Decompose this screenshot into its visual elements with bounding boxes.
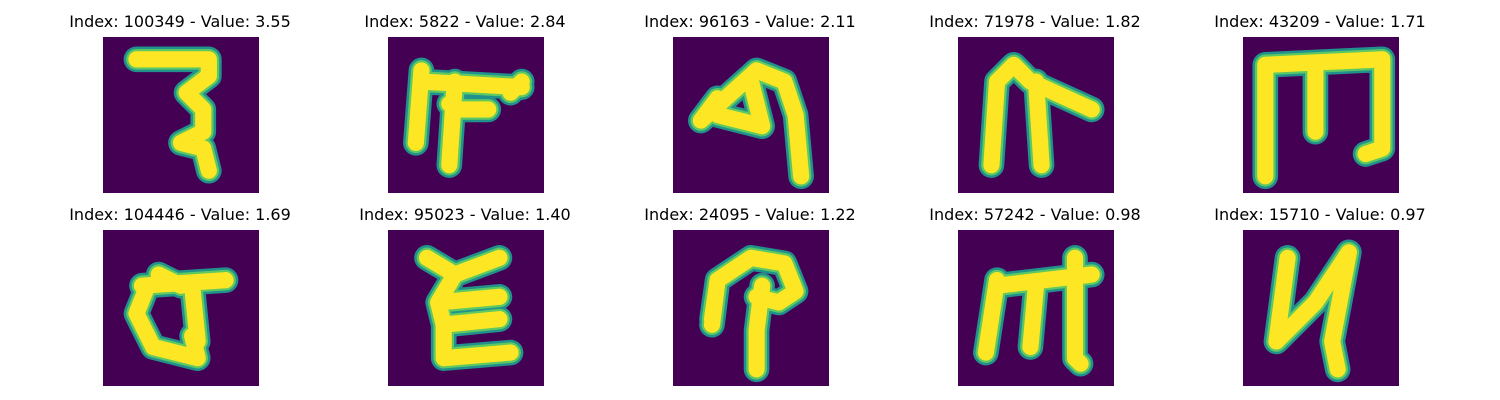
glyph-image bbox=[673, 230, 829, 386]
glyph-image bbox=[958, 37, 1114, 193]
grid-cell: Index: 71978 - Value: 1.82 bbox=[885, 10, 1185, 200]
cell-title: Index: 15710 - Value: 0.97 bbox=[1214, 205, 1426, 224]
grid-cell: Index: 96163 - Value: 2.11 bbox=[600, 10, 900, 200]
glyph-8 bbox=[673, 230, 829, 386]
grid-cell: Index: 57242 - Value: 0.98 bbox=[885, 203, 1185, 393]
glyph-2 bbox=[388, 37, 544, 193]
cell-title: Index: 5822 - Value: 2.84 bbox=[364, 12, 566, 31]
glyph-image bbox=[1243, 37, 1399, 193]
glyph-image bbox=[388, 37, 544, 193]
cell-title: Index: 71978 - Value: 1.82 bbox=[929, 12, 1141, 31]
glyph-image bbox=[1243, 230, 1399, 386]
glyph-4 bbox=[958, 37, 1114, 193]
cell-title: Index: 43209 - Value: 1.71 bbox=[1214, 12, 1426, 31]
glyph-image bbox=[103, 230, 259, 386]
grid-cell: Index: 100349 - Value: 3.55 bbox=[30, 10, 330, 200]
cell-title: Index: 24095 - Value: 1.22 bbox=[644, 205, 856, 224]
cell-title: Index: 57242 - Value: 0.98 bbox=[929, 205, 1141, 224]
glyph-10 bbox=[1243, 230, 1399, 386]
glyph-image bbox=[958, 230, 1114, 386]
cell-title: Index: 104446 - Value: 1.69 bbox=[69, 205, 291, 224]
grid-cell: Index: 95023 - Value: 1.40 bbox=[315, 203, 615, 393]
glyph-image bbox=[388, 230, 544, 386]
grid-cell: Index: 24095 - Value: 1.22 bbox=[600, 203, 900, 393]
cell-title: Index: 100349 - Value: 3.55 bbox=[69, 12, 291, 31]
glyph-9 bbox=[958, 230, 1114, 386]
grid-cell: Index: 5822 - Value: 2.84 bbox=[315, 10, 615, 200]
glyph-image bbox=[673, 37, 829, 193]
grid-cell: Index: 15710 - Value: 0.97 bbox=[1170, 203, 1470, 393]
cell-title: Index: 96163 - Value: 2.11 bbox=[644, 12, 856, 31]
glyph-3 bbox=[673, 37, 829, 193]
cell-title: Index: 95023 - Value: 1.40 bbox=[359, 205, 571, 224]
grid-cell: Index: 104446 - Value: 1.69 bbox=[30, 203, 330, 393]
glyph-1 bbox=[103, 37, 259, 193]
grid-cell: Index: 43209 - Value: 1.71 bbox=[1170, 10, 1470, 200]
glyph-7 bbox=[388, 230, 544, 386]
glyph-5 bbox=[1243, 37, 1399, 193]
glyph-6 bbox=[103, 230, 259, 386]
glyph-image bbox=[103, 37, 259, 193]
